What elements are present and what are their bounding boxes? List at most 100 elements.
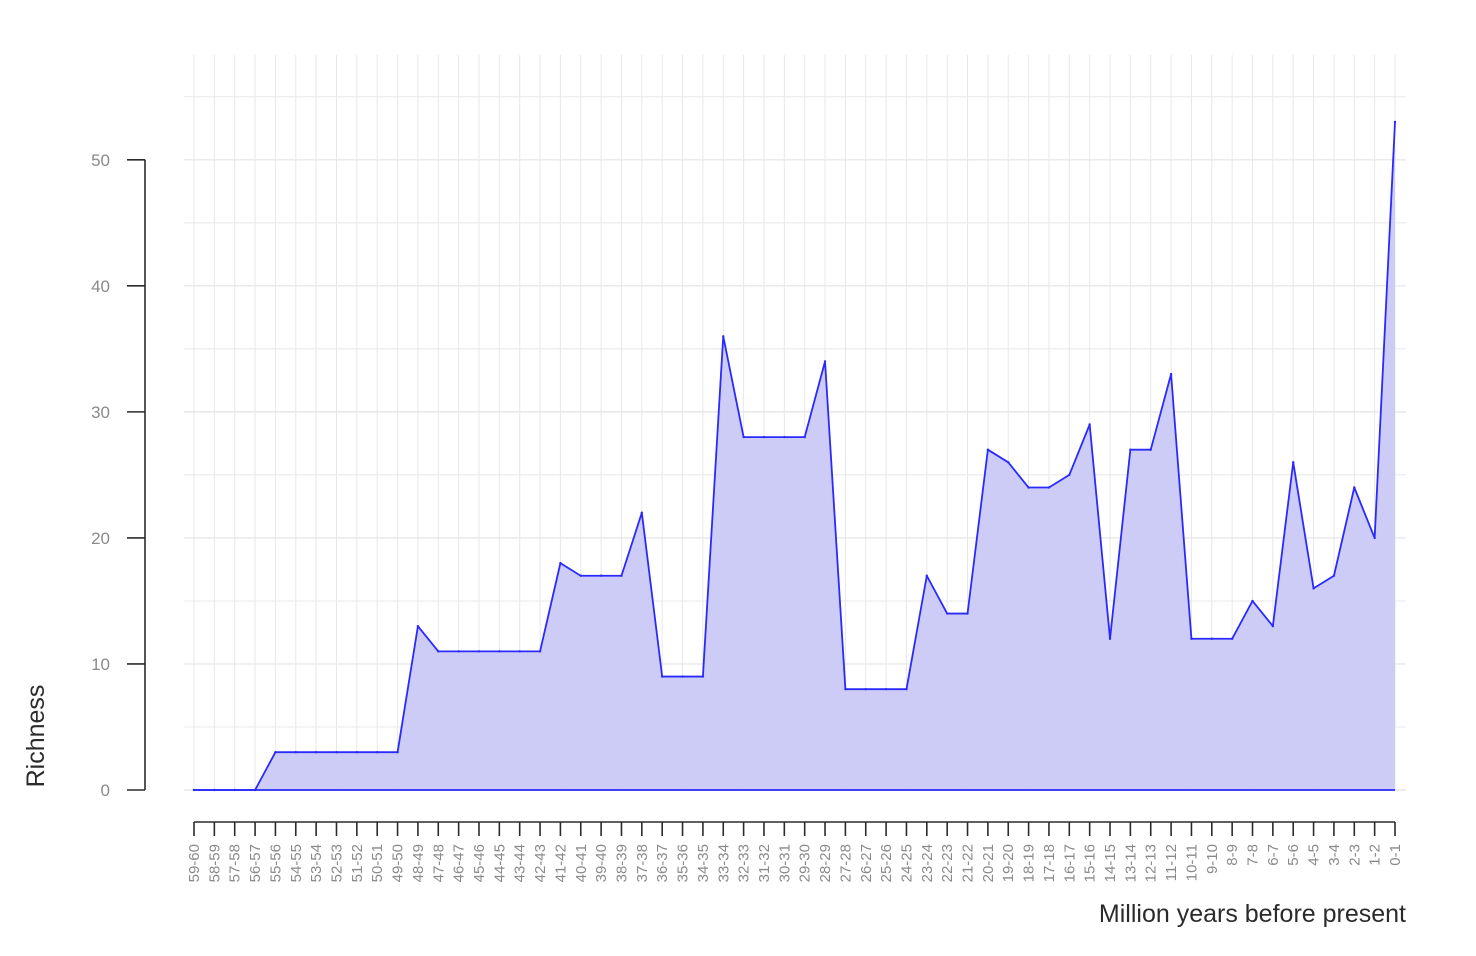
data-point [437,650,440,653]
data-point [1373,536,1376,540]
x-tick-label: 31-32 [756,844,773,882]
data-point [1047,486,1051,489]
x-tick-label: 24-25 [898,844,915,882]
x-tick-label: 9-10 [1204,844,1221,874]
data-point [986,448,990,451]
data-point [884,687,888,691]
x-axis-title: Million years before present [1099,900,1406,928]
x-tick-label: 23-24 [919,844,936,882]
data-point [864,687,867,691]
richness-area-fill [194,122,1395,790]
y-tick-label: 20 [91,529,110,548]
x-tick-label: 38-39 [613,844,630,882]
data-point [1332,574,1336,577]
x-tick-label: 33-34 [715,844,732,882]
x-tick-label: 37-38 [634,844,651,882]
data-point [477,650,481,653]
y-tick-label: 10 [91,655,110,674]
data-point [559,561,562,565]
data-point [1007,461,1010,464]
x-tick-label: 57-58 [227,844,244,882]
data-point [803,435,806,439]
x-tick-label: 42-43 [532,844,549,882]
data-point [1190,637,1193,640]
x-tick-label: 18-19 [1021,844,1038,882]
data-point [335,750,338,754]
x-tick-label: 46-47 [451,844,468,882]
x-tick-label: 47-48 [430,844,447,882]
data-point [905,687,908,691]
x-tick-label: 15-16 [1082,844,1099,882]
x-tick-label: 27-28 [837,844,854,882]
x-tick-label: 30-31 [776,844,793,882]
x-tick-label: 52-53 [328,844,345,882]
data-point [518,650,521,653]
data-point [376,750,379,754]
x-tick-label: 43-44 [512,844,529,882]
data-point [701,675,705,678]
data-point [213,788,216,792]
data-point [1251,599,1254,603]
data-point [1108,637,1112,640]
x-tick-label: 13-14 [1122,844,1139,882]
x-tick-label: 1-2 [1367,844,1384,866]
x-tick-label: 44-45 [491,844,508,882]
x-tick-label: 28-29 [817,844,834,882]
y-tick-label: 0 [101,781,110,800]
x-tick-label: 48-49 [410,844,427,882]
x-tick-label: 3-4 [1326,844,1343,866]
x-tick-label: 56-57 [247,844,264,882]
x-tick-label: 35-36 [675,844,692,882]
data-point [762,435,766,439]
data-point [1230,637,1234,640]
x-axis: 59-60 58-59 57-58 56-57 55-56 54-55 53-54 52-53… [186,821,1404,882]
x-tick-label: 8-9 [1224,844,1241,866]
x-tick-label: 54-55 [288,844,305,882]
x-tick-label: 19-20 [1000,844,1017,882]
x-tick-label: 32-33 [736,844,753,882]
x-tick-label: 20-21 [980,844,997,882]
x-tick-label: 10-11 [1183,844,1200,881]
data-point [1068,473,1071,477]
x-tick-label: 34-35 [695,844,712,882]
data-point [599,574,603,577]
data-point [1312,587,1315,590]
x-tick-label: 14-15 [1102,844,1119,882]
x-tick-label: 21-22 [960,844,977,882]
data-point [1088,423,1091,426]
data-point [681,675,684,678]
y-tick-label: 30 [91,403,110,422]
x-tick-label: 0-1 [1387,844,1404,866]
data-point [416,624,420,628]
x-tick-label: 40-41 [573,844,590,882]
x-tick-label: 12-13 [1143,844,1160,882]
x-tick-label: 51-52 [349,844,366,882]
y-tick-label: 40 [91,277,110,296]
x-tick-label: 5-6 [1285,844,1302,866]
x-tick-label: 39-40 [593,844,610,882]
x-tick-label: 58-59 [206,844,223,882]
x-tick-label: 53-54 [308,844,325,882]
data-point [1271,624,1275,628]
data-point [294,750,297,754]
data-point [823,360,827,363]
x-tick-label: 7-8 [1245,844,1262,866]
data-point [355,750,359,754]
data-point [192,788,196,792]
x-tick-label: 41-42 [552,844,569,882]
y-axis-title: Richness [22,685,50,788]
x-tick-label: 17-18 [1041,844,1058,882]
data-point [457,650,460,653]
x-tick-label: 11-12 [1163,844,1180,881]
data-point [1210,637,1213,640]
x-tick-label: 45-46 [471,844,488,882]
richness-series-line [194,121,1396,791]
data-point [660,675,664,678]
data-point [253,788,257,792]
data-point [1129,448,1132,451]
data-point [498,650,501,653]
x-tick-label: 16-17 [1061,844,1078,882]
x-tick-label: 59-60 [186,844,203,882]
data-point [1292,461,1295,464]
